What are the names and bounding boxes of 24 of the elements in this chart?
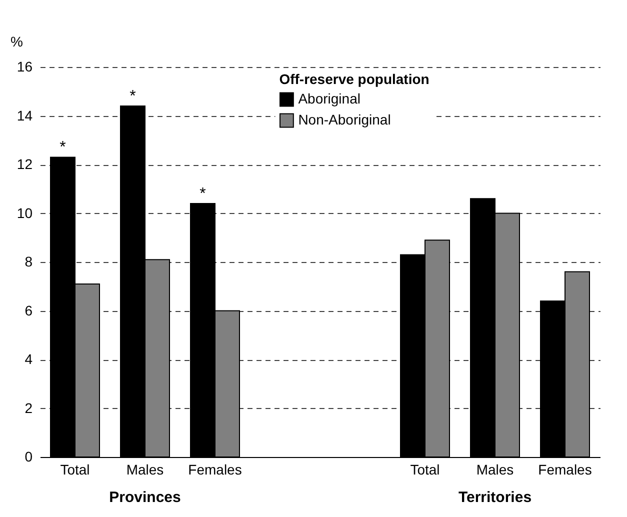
text: Territories [458, 489, 532, 506]
data-label: * [60, 139, 66, 156]
x-tick-label: Total [60, 462, 90, 478]
x-tick-label: Males [476, 462, 514, 478]
legend-label: Non-Aboriginal [298, 112, 391, 128]
y-tick-label: 14 [16, 107, 33, 124]
y-tick-label: 0 [24, 448, 33, 464]
y-axis-title: % [10, 34, 23, 50]
legend-title: Off-reserve population [279, 71, 430, 87]
text: Provinces [109, 489, 181, 506]
x-tick-label: Females [188, 462, 242, 478]
y-tick-label: 16 [16, 58, 33, 74]
y-tick-label: 2 [24, 400, 33, 416]
y-tick-label: 10 [16, 204, 33, 221]
x-tick-label: Females [538, 462, 592, 478]
legend-label: Aboriginal [298, 90, 360, 106]
x-tick-label: Males [126, 462, 164, 478]
data-label: * [130, 88, 136, 105]
data-label: * [200, 186, 206, 202]
y-tick-label: 6 [24, 302, 33, 318]
y-tick-label: 4 [24, 351, 33, 367]
y-tick-label: 12 [16, 156, 33, 172]
x-tick-label: Total [410, 462, 440, 478]
y-tick-label: 8 [24, 254, 33, 270]
